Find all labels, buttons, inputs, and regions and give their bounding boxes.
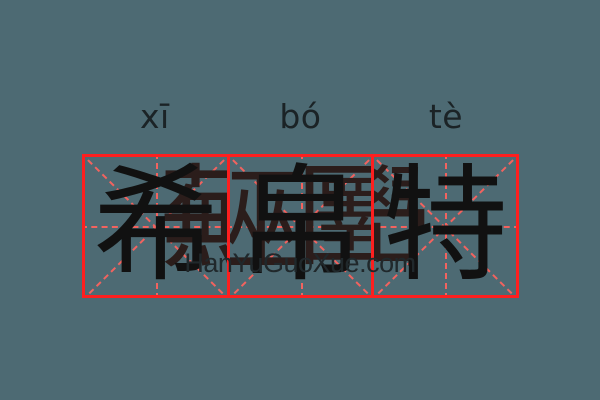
- ghost-character: 蕪: [159, 163, 227, 275]
- hanzi-layer: 蕪 希: [85, 157, 227, 295]
- ghost-character: 圛: [295, 161, 372, 273]
- hanzi-character-2: 帛: [237, 157, 364, 295]
- ghost-character: 嶨: [374, 157, 433, 284]
- hanzi-layer: 嶨 特: [374, 157, 516, 295]
- ghost-character: 誣: [230, 165, 300, 277]
- pinyin-label-3: tè: [428, 96, 464, 136]
- hanzi-character-3: 特: [382, 157, 509, 295]
- character-grid: 蕪 希 誣 圛 帛 嶨 特: [82, 154, 519, 298]
- hanzi-character-1: 希: [92, 157, 219, 295]
- hanzi-layer: 誣 圛 帛: [230, 157, 372, 295]
- pinyin-label-1: xī: [139, 96, 170, 136]
- pinyin-cell: tè: [373, 92, 519, 140]
- grid-cell-2: 誣 圛 帛: [229, 157, 375, 295]
- pinyin-row: xī bó tè: [82, 92, 519, 140]
- pinyin-cell: bó: [228, 92, 374, 140]
- pinyin-label-2: bó: [279, 96, 322, 136]
- grid-cell-1: 蕪 希: [85, 157, 230, 295]
- grid-cell-3: 嶨 特: [374, 157, 517, 295]
- pinyin-cell: xī: [82, 92, 228, 140]
